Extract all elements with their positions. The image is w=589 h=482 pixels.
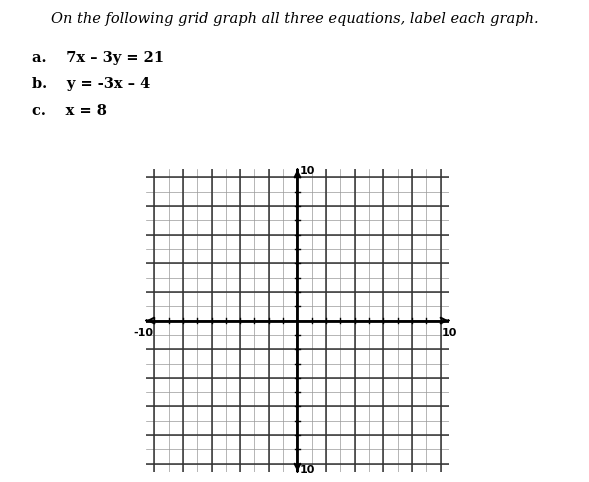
Text: 10: 10 <box>442 328 457 338</box>
Text: -10: -10 <box>133 328 153 338</box>
Text: b.  y = -3x – 4: b. y = -3x – 4 <box>32 77 151 91</box>
Text: a.  7x – 3y = 21: a. 7x – 3y = 21 <box>32 51 164 65</box>
Text: On the following grid graph all three equations, label each graph.: On the following grid graph all three eq… <box>51 12 538 26</box>
Text: c.  x = 8: c. x = 8 <box>32 104 107 118</box>
Text: 10: 10 <box>300 465 315 475</box>
Text: 10: 10 <box>300 166 315 176</box>
